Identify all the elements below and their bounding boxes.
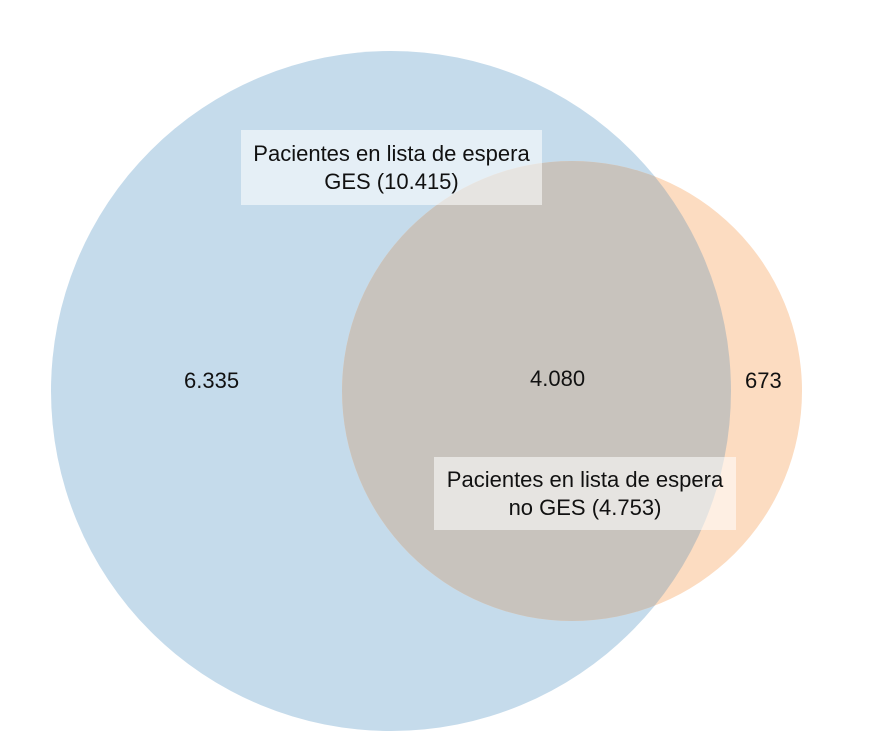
- noges-set-label: Pacientes en lista de espera no GES (4.7…: [434, 457, 736, 530]
- noges-set-label-text: Pacientes en lista de espera no GES (4.7…: [446, 466, 724, 520]
- intersection-count: 4.080: [530, 366, 586, 391]
- ges-set-label: Pacientes en lista de espera GES (10.415…: [241, 130, 542, 205]
- ges-only-count: 6.335: [184, 368, 240, 393]
- overlap-region: [342, 161, 731, 621]
- noges-only-count: 673: [745, 368, 782, 393]
- ges-set-label-text: Pacientes en lista de espera GES (10.415…: [253, 140, 530, 194]
